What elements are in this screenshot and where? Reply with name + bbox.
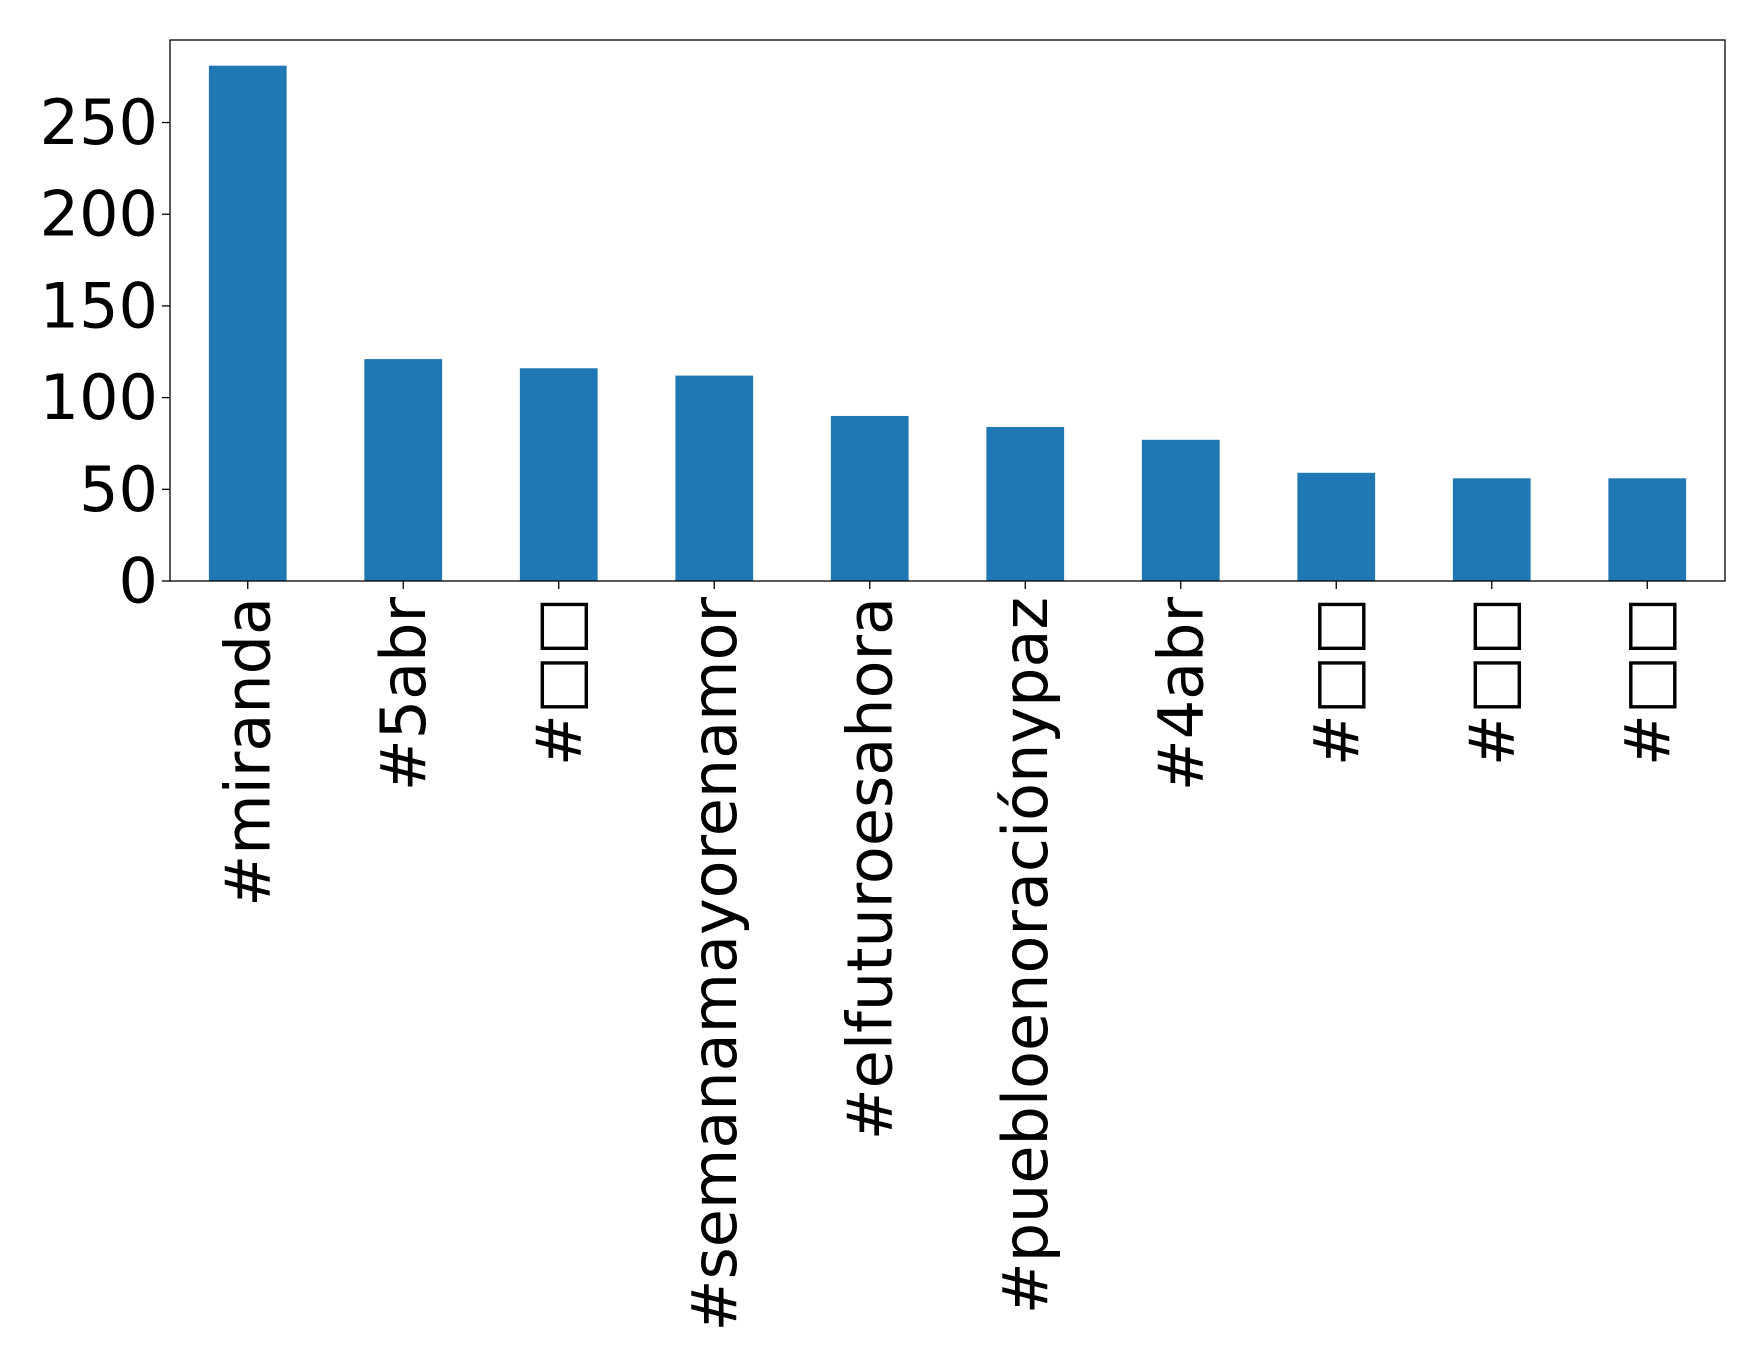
- bar-2: [519, 368, 598, 581]
- y-tick-label-3: 150: [40, 269, 158, 342]
- bar-9: [1608, 478, 1687, 581]
- x-tick-label-2: #□□: [522, 597, 595, 766]
- bar-8: [1452, 478, 1531, 581]
- plot-frame: [169, 39, 1726, 582]
- y-axis-ticks: 0 50 100 150 200 250: [40, 86, 170, 618]
- x-tick-label-4: #elfuturoesahora: [833, 597, 906, 1140]
- y-tick-label-1: 50: [79, 453, 158, 526]
- x-tick-label-0: #miranda: [211, 597, 284, 907]
- x-tick-label-8: #□□: [1455, 597, 1528, 766]
- bar-0: [208, 65, 287, 582]
- x-tick-label-9: #□□: [1611, 597, 1684, 766]
- x-tick-label-6: #4abr: [1144, 596, 1217, 791]
- x-tick-label-5: #puebloenoraciónypaz: [989, 597, 1062, 1314]
- y-tick-label-0: 0: [119, 545, 158, 618]
- bar-3: [675, 375, 754, 581]
- y-tick-label-2: 100: [40, 361, 158, 434]
- bar-1: [364, 359, 443, 581]
- bars-group: [208, 65, 1687, 582]
- y-tick-label-5: 250: [40, 86, 158, 159]
- x-axis-ticks: #miranda #5abr #□□ #semanamayorenamor #elfut…: [211, 581, 1684, 1331]
- bar-7: [1297, 472, 1376, 581]
- x-tick-label-7: #□□: [1300, 597, 1373, 766]
- bar-6: [1141, 439, 1220, 581]
- bar-4: [830, 415, 909, 581]
- x-tick-label-1: #5abr: [367, 596, 440, 791]
- y-tick-label-4: 200: [40, 178, 158, 251]
- x-tick-label-3: #semanamayorenamor: [678, 596, 751, 1331]
- bar-5: [986, 426, 1065, 581]
